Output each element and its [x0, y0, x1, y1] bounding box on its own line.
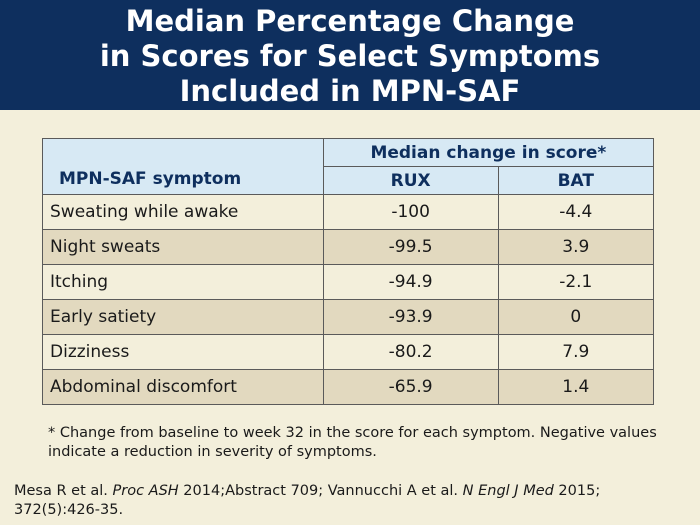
rux-value: -100 [322, 194, 499, 230]
slide-title-line-1: Median Percentage Change [125, 4, 575, 38]
bat-value: 0 [497, 299, 655, 335]
rux-value: -80.2 [322, 334, 499, 370]
table-header-row-1: MPN-SAF symptom Median change in score* [42, 138, 655, 195]
symptom-name: Sweating while awake [42, 194, 324, 230]
rux-value: -94.9 [322, 264, 499, 300]
table-header-row-2: RUX BAT [43, 166, 655, 195]
bat-value: 3.9 [497, 229, 655, 265]
citation-text-1: Mesa R et al. [14, 483, 113, 499]
footnote: * Change from baseline to week 32 in the… [48, 425, 657, 460]
symptom-column-header: MPN-SAF symptom [42, 138, 324, 195]
citation: Mesa R et al. Proc ASH 2014;Abstract 709… [14, 482, 674, 520]
slide-title-line-3: Included in MPN-SAF [179, 74, 521, 108]
bat-value: 1.4 [497, 369, 655, 405]
rux-value: -93.9 [322, 299, 499, 335]
table-row: Sweating while awake -100 -4.4 [42, 194, 655, 230]
symptom-name: Itching [42, 264, 324, 300]
bat-value: 7.9 [497, 334, 655, 370]
table-row: Early satiety -93.9 0 [42, 299, 655, 335]
table-row: Night sweats -99.5 3.9 [42, 229, 655, 265]
citation-text-3: 2015; 372(5):426-35. [14, 483, 601, 518]
median-change-group-header: Median change in score* [322, 138, 655, 167]
citation-text-2: 2014;Abstract 709; Vannucchi A et al. [178, 483, 463, 499]
bat-value: -2.1 [497, 264, 655, 300]
symptom-name: Abdominal discomfort [42, 369, 324, 405]
slide-title: Median Percentage Change in Scores for S… [0, 0, 700, 110]
rux-value: -99.5 [322, 229, 499, 265]
bat-column-header: BAT [497, 166, 655, 195]
symptom-name: Dizziness [42, 334, 324, 370]
rux-column-header: RUX [322, 166, 499, 195]
symptom-name: Night sweats [42, 229, 324, 265]
symptom-name: Early satiety [42, 299, 324, 335]
bat-value: -4.4 [497, 194, 655, 230]
rux-value: -65.9 [322, 369, 499, 405]
table-row: Abdominal discomfort -65.9 1.4 [42, 369, 655, 405]
slide-title-line-2: in Scores for Select Symptoms [99, 39, 601, 73]
citation-journal-1: Proc ASH [112, 483, 179, 499]
citation-journal-2: N Engl J Med [462, 483, 554, 499]
table-row: Itching -94.9 -2.1 [42, 264, 655, 300]
symptom-score-table: MPN-SAF symptom Median change in score* … [42, 138, 655, 405]
table-row: Dizziness -80.2 7.9 [42, 334, 655, 370]
